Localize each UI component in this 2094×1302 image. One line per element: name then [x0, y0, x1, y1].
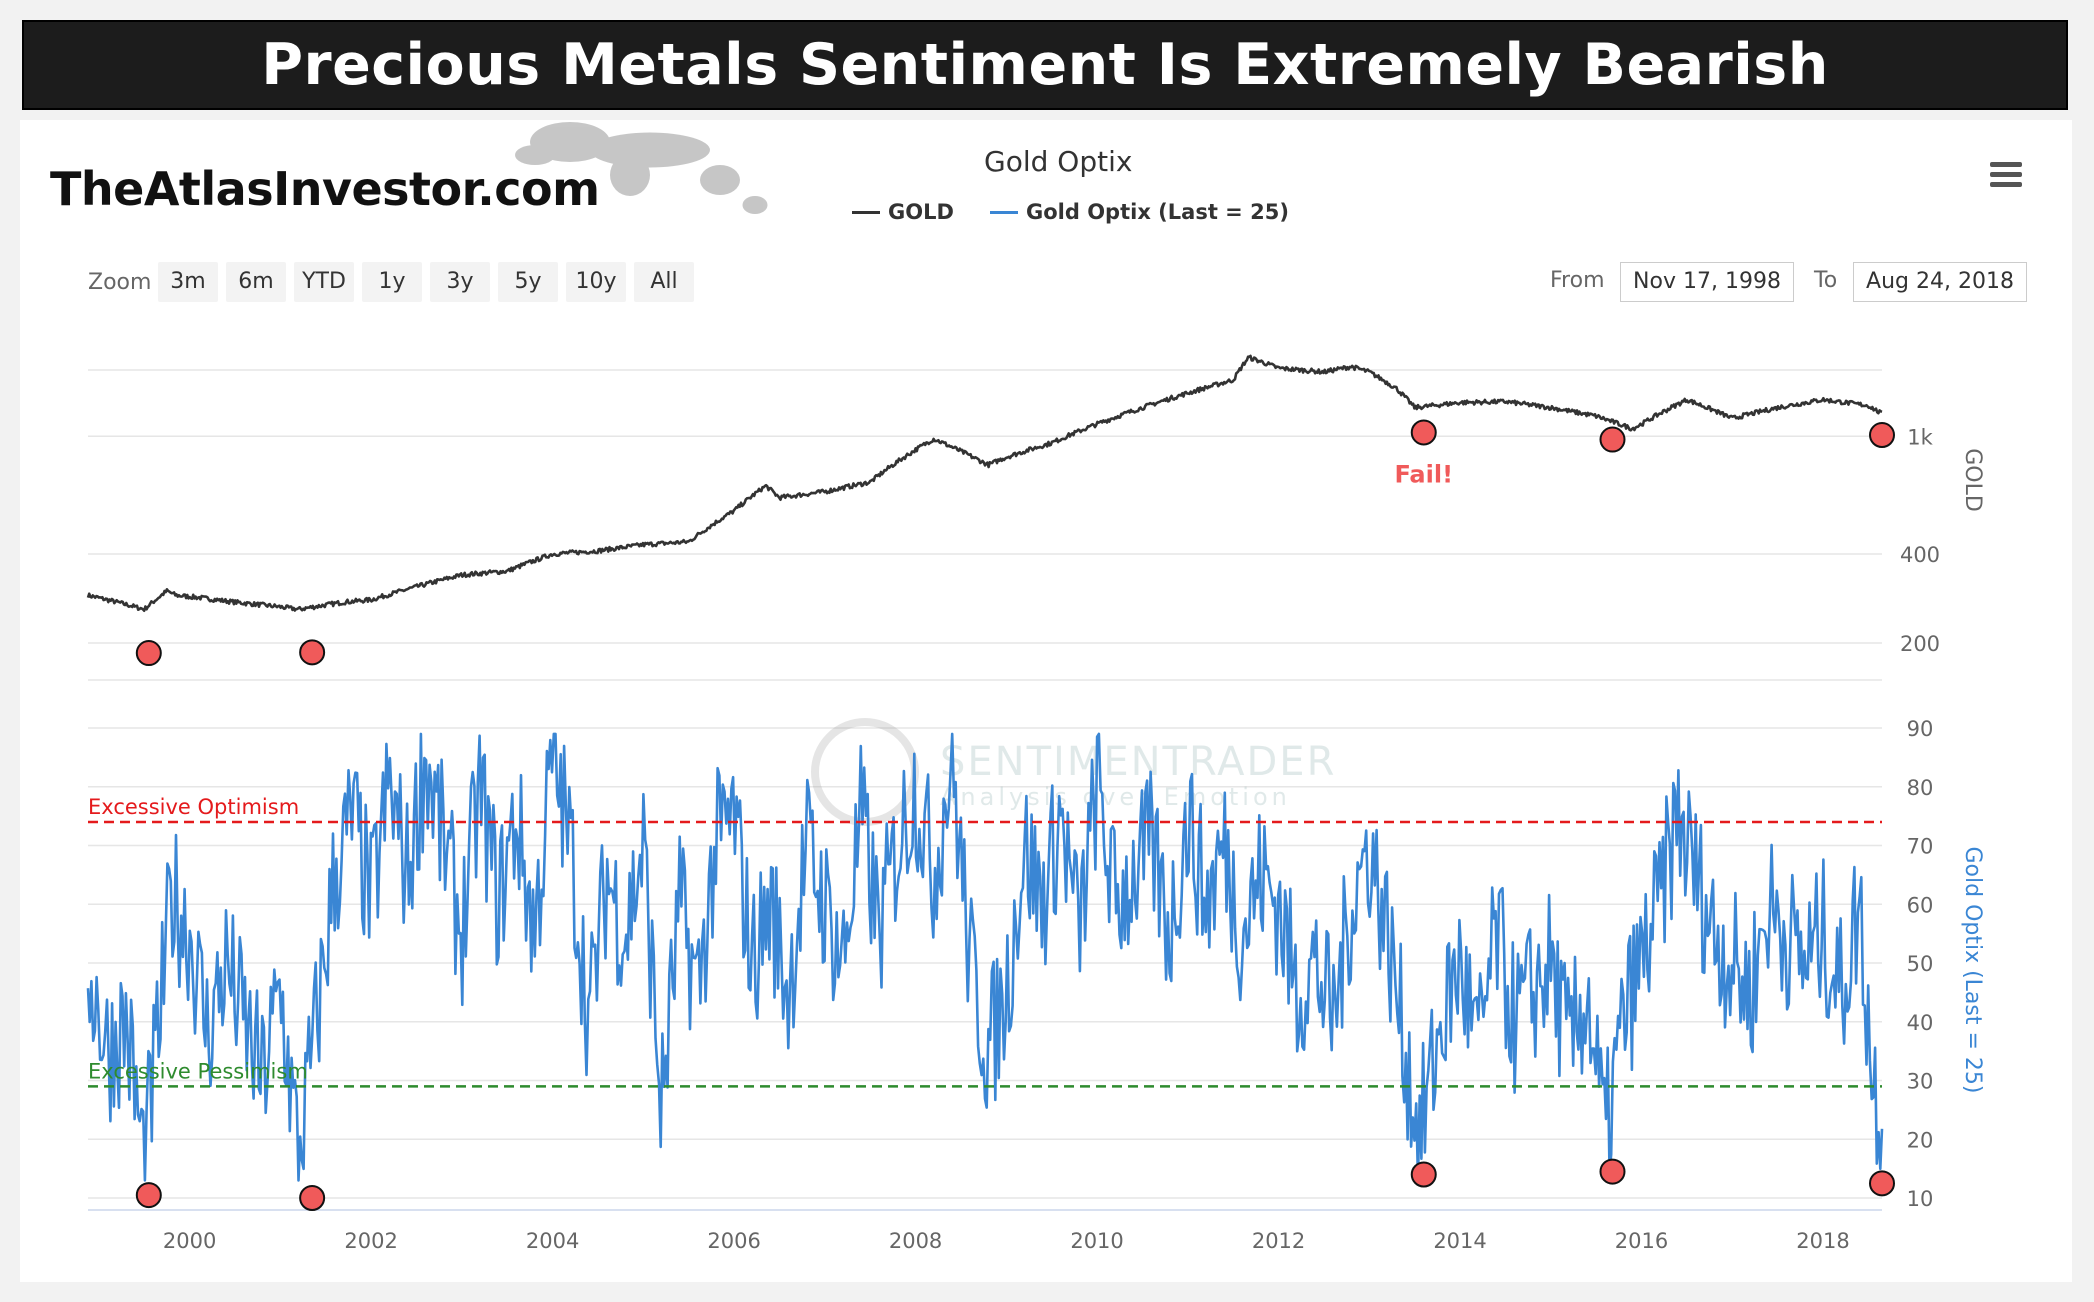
- legend-item-optix[interactable]: Gold Optix (Last = 25): [990, 200, 1289, 224]
- gold-y-tick-label: 400: [1900, 543, 1940, 567]
- banner-title: Precious Metals Sentiment Is Extremely B…: [261, 32, 1829, 98]
- optix-bottom-marker: [299, 1185, 326, 1211]
- x-tick-label: 2006: [707, 1229, 760, 1253]
- world-map-landmass: [700, 165, 740, 195]
- legend-item-gold[interactable]: GOLD: [852, 200, 954, 224]
- world-map-landmass: [742, 196, 768, 214]
- optix-y-tick-label: 20: [1907, 1128, 1934, 1152]
- x-tick-label: 2012: [1252, 1229, 1305, 1253]
- optix-series-line: [86, 732, 1884, 1182]
- optix-y-tick-label: 10: [1907, 1187, 1934, 1211]
- x-tick-label: 2000: [163, 1229, 216, 1253]
- excessive-pessimism-label: Excessive Pessimism: [88, 1059, 308, 1083]
- zoom-ytd-button[interactable]: YTD: [294, 262, 354, 302]
- zoom-10y-button[interactable]: 10y: [566, 262, 626, 302]
- gold-bottom-marker: [135, 640, 162, 667]
- zoom-label: Zoom: [88, 270, 152, 295]
- x-tick-label: 2016: [1615, 1229, 1668, 1253]
- excessive-optimism-label: Excessive Optimism: [88, 795, 299, 819]
- zoom-all-button[interactable]: All: [634, 262, 694, 302]
- x-tick-label: 2014: [1433, 1229, 1486, 1253]
- to-date-input[interactable]: Aug 24, 2018: [1853, 262, 2027, 302]
- optix-y-tick-label: 60: [1907, 893, 1934, 917]
- site-name: TheAtlasInvestor.com: [50, 162, 600, 216]
- zoom-1y-button[interactable]: 1y: [362, 262, 422, 302]
- to-label: To: [1814, 268, 1838, 293]
- gold-y-tick-label: 200: [1900, 632, 1940, 656]
- fail-annotation: Fail!: [1394, 460, 1453, 488]
- banner: Precious Metals Sentiment Is Extremely B…: [22, 20, 2068, 110]
- world-map-landmass: [515, 145, 555, 165]
- legend-label-optix: Gold Optix (Last = 25): [1026, 200, 1289, 224]
- gold-bottom-marker: [299, 639, 326, 666]
- optix-bottom-marker: [1599, 1158, 1626, 1185]
- optix-y-tick-label: 50: [1907, 952, 1934, 976]
- x-tick-label: 2018: [1796, 1229, 1849, 1253]
- from-date-input[interactable]: Nov 17, 1998: [1620, 262, 1794, 302]
- gold-y-tick-label: 1k: [1907, 425, 1933, 449]
- gold-bottom-marker: [1869, 422, 1895, 449]
- optix-bottom-marker: [1410, 1161, 1437, 1188]
- legend-swatch-optix: [990, 210, 1018, 214]
- watermark-tagline: Analysis over Emotion: [940, 783, 1291, 811]
- zoom-5y-button[interactable]: 5y: [498, 262, 558, 302]
- gold-series-line: [86, 354, 1883, 612]
- legend-label-gold: GOLD: [888, 200, 954, 224]
- zoom-6m-button[interactable]: 6m: [226, 262, 286, 302]
- optix-y-tick-label: 80: [1907, 776, 1934, 800]
- optix-axis-title: Gold Optix (Last = 25): [1960, 846, 1985, 1093]
- optix-y-tick-label: 90: [1907, 717, 1934, 741]
- world-map-icon: [515, 122, 768, 214]
- optix-y-tick-label: 40: [1907, 1011, 1934, 1035]
- x-tick-label: 2010: [1070, 1229, 1123, 1253]
- from-label: From: [1550, 268, 1605, 293]
- gold-axis-title: GOLD: [1960, 448, 1985, 512]
- watermark-name: SENTIMENTRADER: [940, 739, 1336, 785]
- x-tick-label: 2002: [344, 1229, 397, 1253]
- optix-bottom-marker: [1869, 1170, 1895, 1197]
- world-map-landmass: [590, 132, 710, 168]
- optix-y-tick-label: 70: [1907, 835, 1934, 859]
- optix-bottom-marker: [135, 1182, 162, 1209]
- chart-panel: SENTIMENTRADER Analysis over Emotion Exce…: [20, 120, 2072, 1282]
- zoom-3y-button[interactable]: 3y: [430, 262, 490, 302]
- x-tick-label: 2008: [889, 1229, 942, 1253]
- chart-title: Gold Optix: [984, 145, 1133, 178]
- optix-y-tick-label: 30: [1907, 1070, 1934, 1094]
- zoom-3m-button[interactable]: 3m: [158, 262, 218, 302]
- gold-bottom-marker: [1599, 426, 1626, 453]
- legend-swatch-gold: [852, 210, 880, 214]
- gold-bottom-marker: [1410, 419, 1437, 446]
- x-tick-label: 2004: [526, 1229, 579, 1253]
- hamburger-menu-icon[interactable]: [1990, 162, 2022, 188]
